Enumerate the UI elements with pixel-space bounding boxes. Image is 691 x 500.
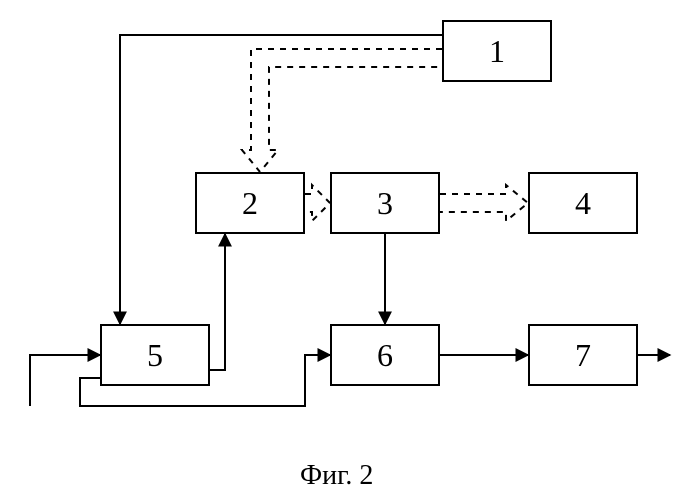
- node-7: 7: [528, 324, 638, 386]
- dashed-arrow-1-to-2-dashed: [242, 49, 442, 172]
- node-6: 6: [330, 324, 440, 386]
- edge-main-input-to-5: [30, 355, 100, 406]
- node-2: 2: [195, 172, 305, 234]
- dashed-arrow-2-to-3-dashed: [305, 185, 330, 221]
- node-5: 5: [100, 324, 210, 386]
- dashed-arrow-3-to-4-dashed: [440, 185, 528, 221]
- node-4: 4: [528, 172, 638, 234]
- node-3: 3: [330, 172, 440, 234]
- edge-5-to-2: [210, 234, 225, 370]
- figure-caption: Фиг. 2: [300, 460, 373, 492]
- node-1: 1: [442, 20, 552, 82]
